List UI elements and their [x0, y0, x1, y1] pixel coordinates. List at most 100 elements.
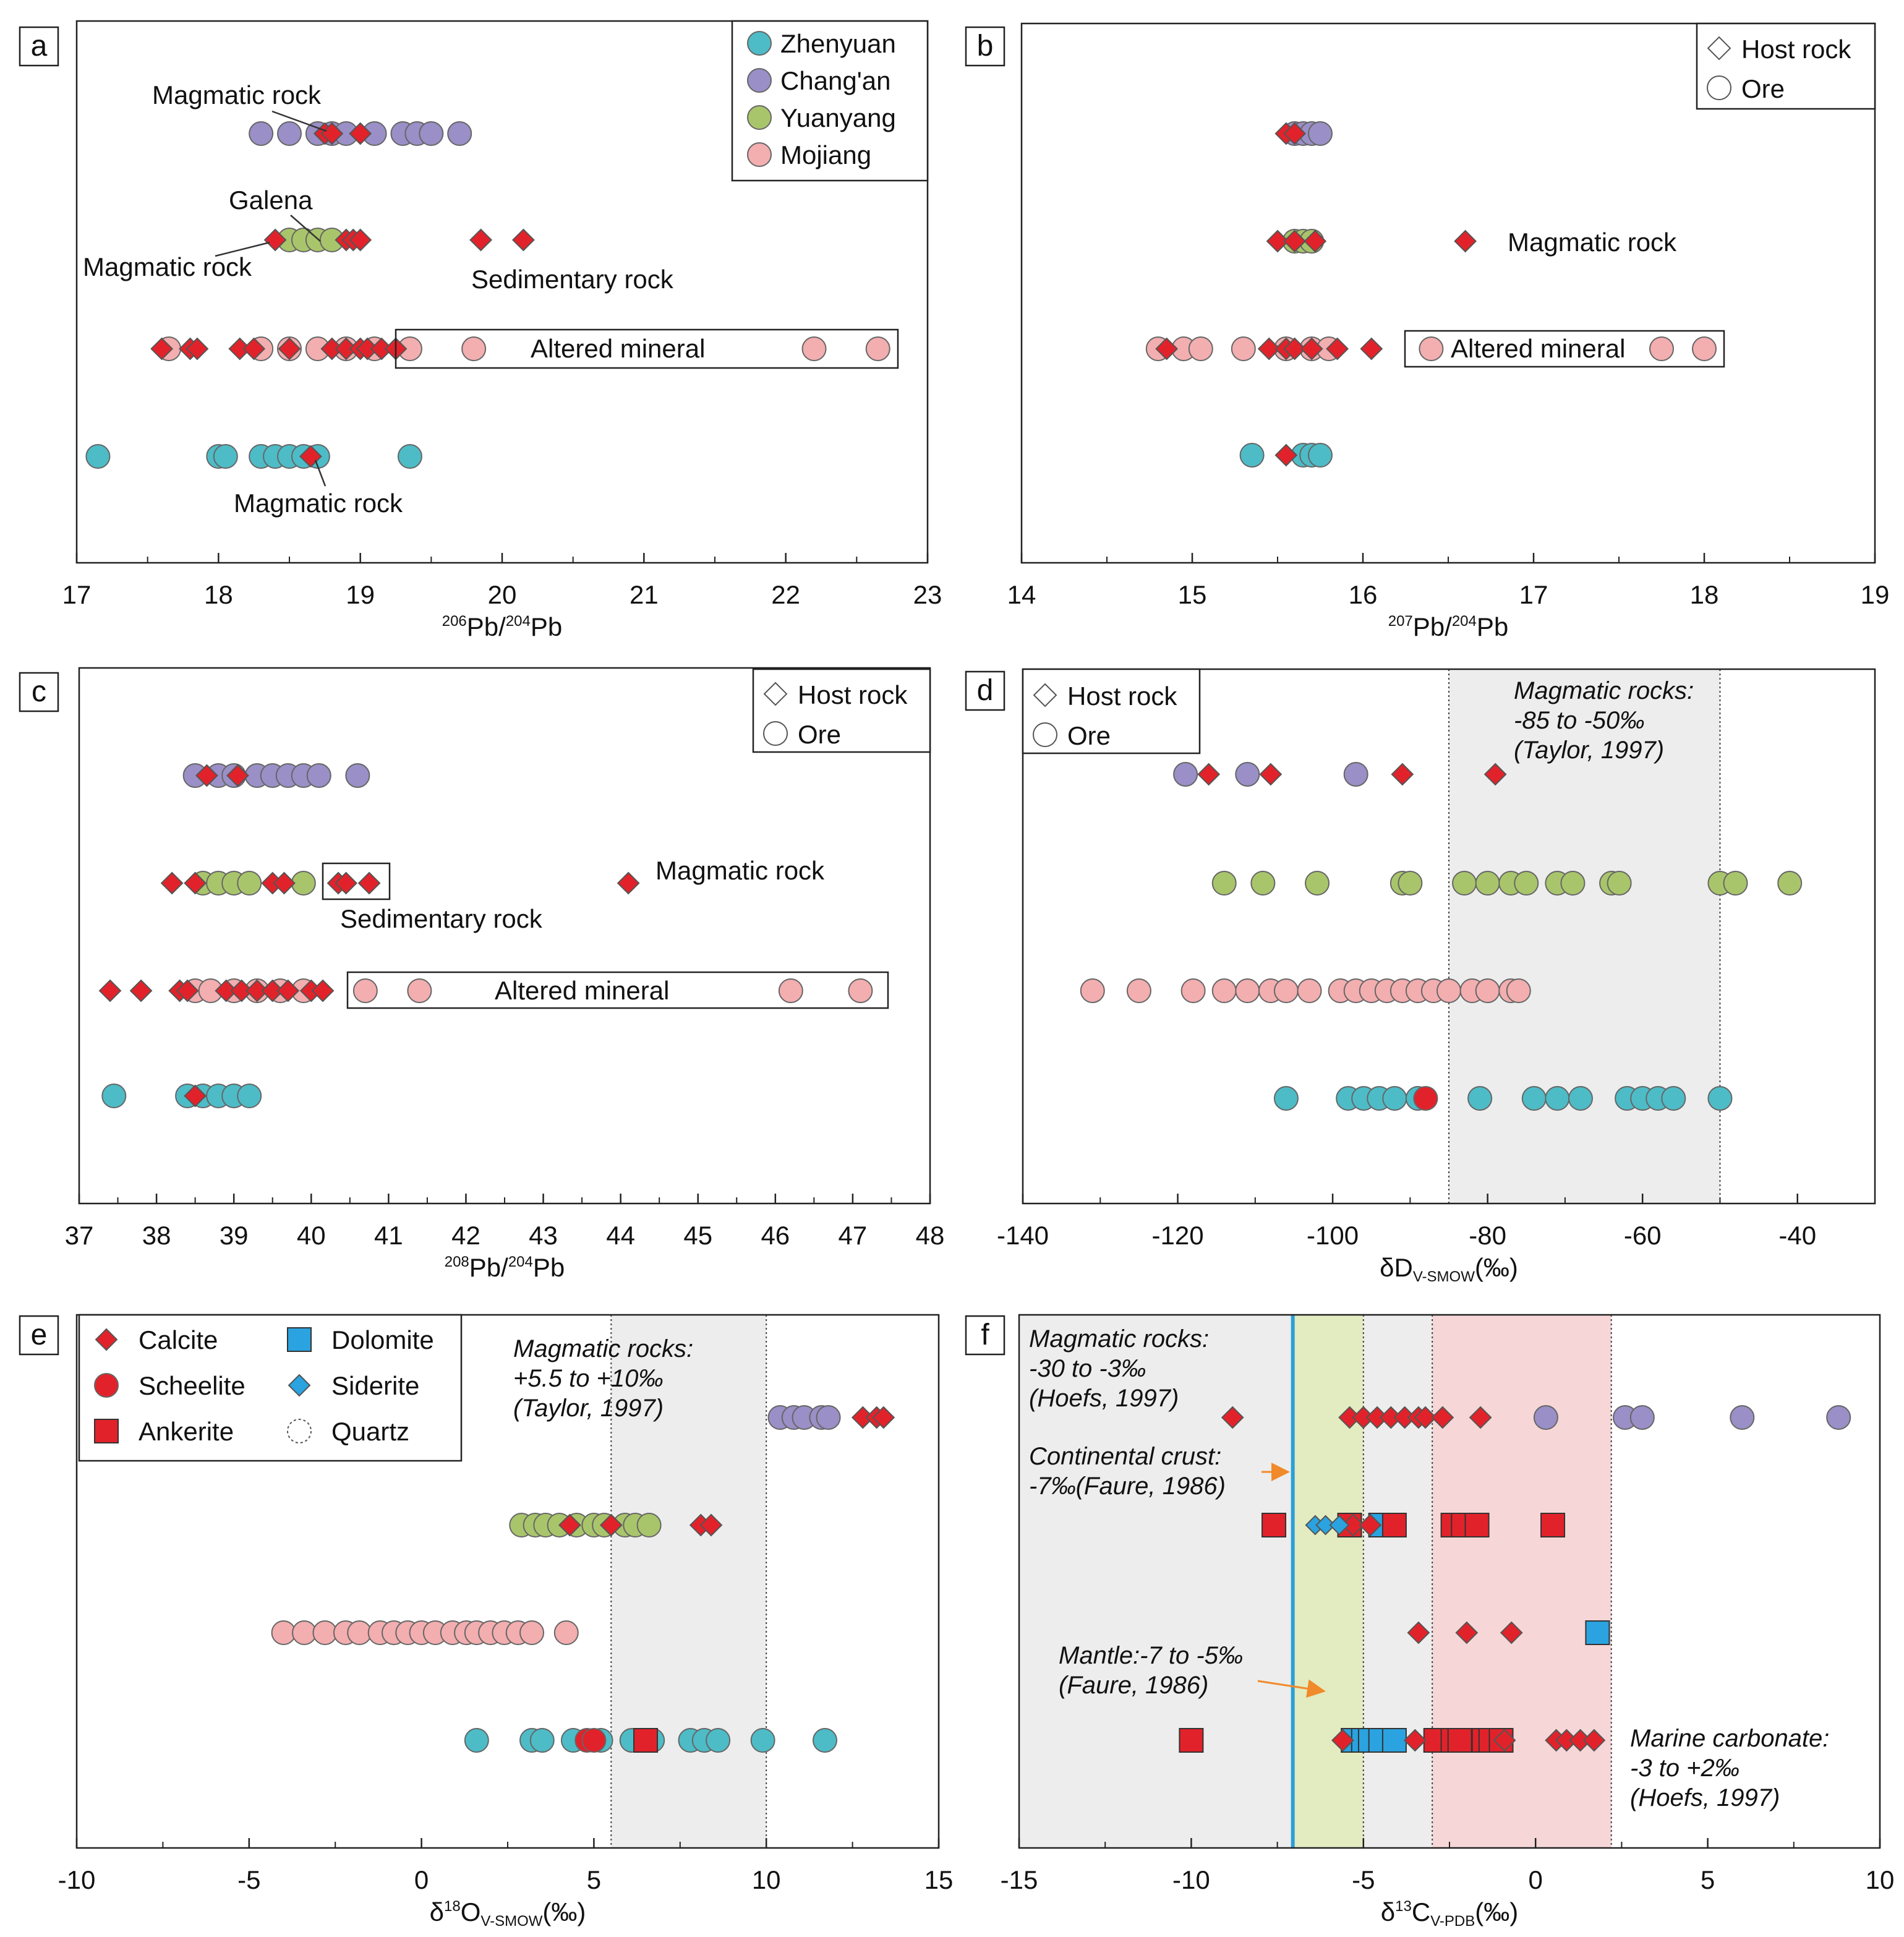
axis-title-part: Pb	[1477, 612, 1508, 641]
data-point	[419, 121, 444, 146]
calcite-point	[299, 445, 322, 468]
panel-a-annotations: Magmatic rock Galena Magmatic rock Sediment…	[83, 20, 929, 518]
row-mojiang	[1080, 978, 1531, 1003]
x-tick-label: 17	[62, 580, 92, 609]
legend: Host rock Ore	[1022, 668, 1201, 755]
crust-label: -7‰(Faure, 1986)	[1029, 1473, 1226, 1500]
data-point	[237, 871, 262, 896]
annotation-label: Galena	[229, 186, 313, 215]
mantle-arrow	[1257, 1679, 1326, 1698]
data-point	[1273, 1086, 1299, 1111]
axis-title-part: δ	[1381, 1897, 1395, 1926]
data-point	[1398, 871, 1423, 896]
x-axis-title: 207Pb/204Pb	[1388, 612, 1509, 641]
calcite-point	[1257, 337, 1281, 361]
legend-label: Quartz	[331, 1417, 409, 1446]
calcite-point	[150, 337, 174, 361]
calcite-point	[1455, 1621, 1479, 1644]
x-tick-label: 5	[1701, 1865, 1715, 1894]
panel-label: e	[31, 1319, 48, 1351]
x-tick-label: 5	[587, 1865, 601, 1894]
shaded-region	[611, 1315, 767, 1848]
axis-title-part: 13	[1395, 1898, 1412, 1915]
calcite-point	[226, 764, 249, 787]
x-axis-title: 208Pb/204Pb	[445, 1253, 565, 1282]
data-point	[464, 1728, 489, 1753]
leader-line	[314, 460, 327, 487]
annotation-label: Sedimentary rock	[471, 265, 674, 294]
panel-d: -140 -120 -100 -80 -60 -40 δDV-SMOW(‰) d	[965, 668, 1876, 1285]
axis-title-part: O	[461, 1897, 481, 1926]
x-tick-label: 48	[916, 1221, 945, 1250]
calcite-point	[98, 979, 122, 1003]
data-point	[1629, 1405, 1655, 1430]
calcite-point	[1360, 337, 1383, 361]
legend-box	[752, 668, 931, 753]
legend-label: Ore	[1741, 74, 1785, 103]
data-point	[1545, 1086, 1570, 1111]
calcite-point	[261, 979, 284, 1003]
data-point	[1560, 871, 1586, 896]
x-tick-label: -60	[1624, 1221, 1662, 1250]
altered-box	[1404, 330, 1725, 368]
ankerite-point	[1447, 1728, 1472, 1753]
data-point	[1211, 871, 1237, 896]
x-tick-label: 19	[1861, 580, 1890, 609]
calcite-point	[617, 871, 640, 895]
calcite-point	[160, 871, 184, 895]
x-tick-label: -100	[1307, 1221, 1359, 1250]
x-tick-label: 0	[414, 1865, 429, 1894]
calcite-point	[176, 979, 199, 1003]
data-point	[1308, 443, 1333, 468]
data-point	[1239, 443, 1265, 468]
panel-b: 14 15 16 17 18 19 207Pb/204Pb b	[965, 22, 1890, 641]
data-point	[801, 336, 827, 361]
data-point	[750, 1728, 775, 1753]
x-tick-label: 19	[346, 580, 375, 609]
ore-marker	[763, 721, 788, 746]
data-point	[778, 978, 803, 1003]
legend-label: Host rock	[1067, 682, 1177, 711]
calcite-point	[335, 871, 357, 895]
calcite-point	[1500, 1621, 1523, 1644]
legend: Calcite Scheelite Ankerite Dolomite Siderite…	[78, 1314, 463, 1462]
axis-title-part: Pb/	[467, 612, 506, 641]
x-tick-label: 22	[771, 580, 800, 609]
panel-label-box	[965, 26, 1005, 67]
legend-marker	[747, 142, 772, 167]
calcite-point	[1341, 1513, 1365, 1537]
calcite-point	[1300, 337, 1323, 361]
legend-label: Chang'an	[780, 66, 891, 95]
row-zhenyuan	[1239, 443, 1333, 468]
ore-marker	[1033, 722, 1057, 747]
data-point	[1308, 121, 1333, 146]
calcite-point	[1283, 122, 1307, 145]
x-tick-label: -5	[1352, 1865, 1375, 1894]
legend-box	[78, 1314, 463, 1462]
panel-c-annotations: Host rock Ore Sedimentary rock Magmatic roc…	[322, 668, 931, 1009]
axis-title-part: δD	[1380, 1253, 1413, 1282]
legend: Zhenyuan Chang'an Yuanyang Mojiang	[731, 20, 929, 182]
annotation-label: Magmatic rock	[1508, 228, 1677, 257]
row-mojiang	[98, 978, 873, 1003]
data-point	[213, 444, 238, 469]
shade-label: +5.5 to +10‰	[513, 1365, 663, 1392]
x-tick-label: 18	[1690, 580, 1719, 609]
panel-e: -10 -5 0 5 10 15 δ18OV-SMOW(‰) e	[19, 1314, 953, 1930]
x-tick-label: 43	[529, 1221, 558, 1250]
x-tick-label: -80	[1469, 1221, 1506, 1250]
x-tick-label: -120	[1152, 1221, 1204, 1250]
data-point	[306, 763, 331, 788]
data-point	[347, 1620, 372, 1645]
annotation-label: Magmatic rock	[152, 80, 322, 109]
altered-box	[346, 971, 889, 1009]
data-point	[1343, 762, 1368, 787]
x-axis-title: 206Pb/204Pb	[442, 612, 563, 641]
panel-f-annotations: Magmatic rocks:-30 to -3‰ (Hoefs, 1997) Co…	[1029, 1325, 1829, 1811]
calcite-point	[263, 228, 287, 252]
panel-c: 37 38 39 40 41 42 43 44 45 46 47 48 208Pb/204Pb c	[19, 667, 945, 1282]
x-tick-label: 41	[374, 1221, 403, 1250]
calcite-point	[273, 871, 296, 895]
x-tick-label: 44	[606, 1221, 635, 1250]
